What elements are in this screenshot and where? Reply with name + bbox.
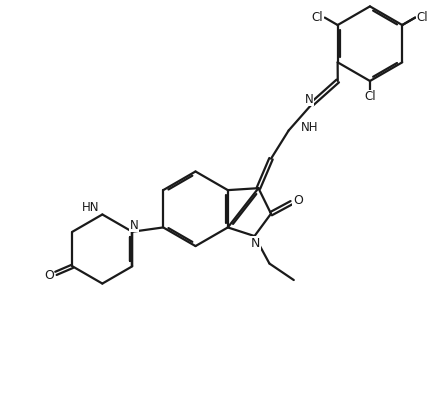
Text: Cl: Cl: [417, 11, 429, 24]
Text: O: O: [44, 269, 54, 282]
Text: N: N: [251, 237, 260, 250]
Text: HN: HN: [82, 201, 99, 214]
Text: Cl: Cl: [364, 90, 376, 103]
Text: N: N: [305, 93, 314, 106]
Text: N: N: [130, 219, 139, 232]
Text: Cl: Cl: [417, 11, 429, 24]
Text: Cl: Cl: [311, 11, 323, 24]
Text: O: O: [293, 194, 303, 207]
Text: NH: NH: [301, 121, 319, 134]
